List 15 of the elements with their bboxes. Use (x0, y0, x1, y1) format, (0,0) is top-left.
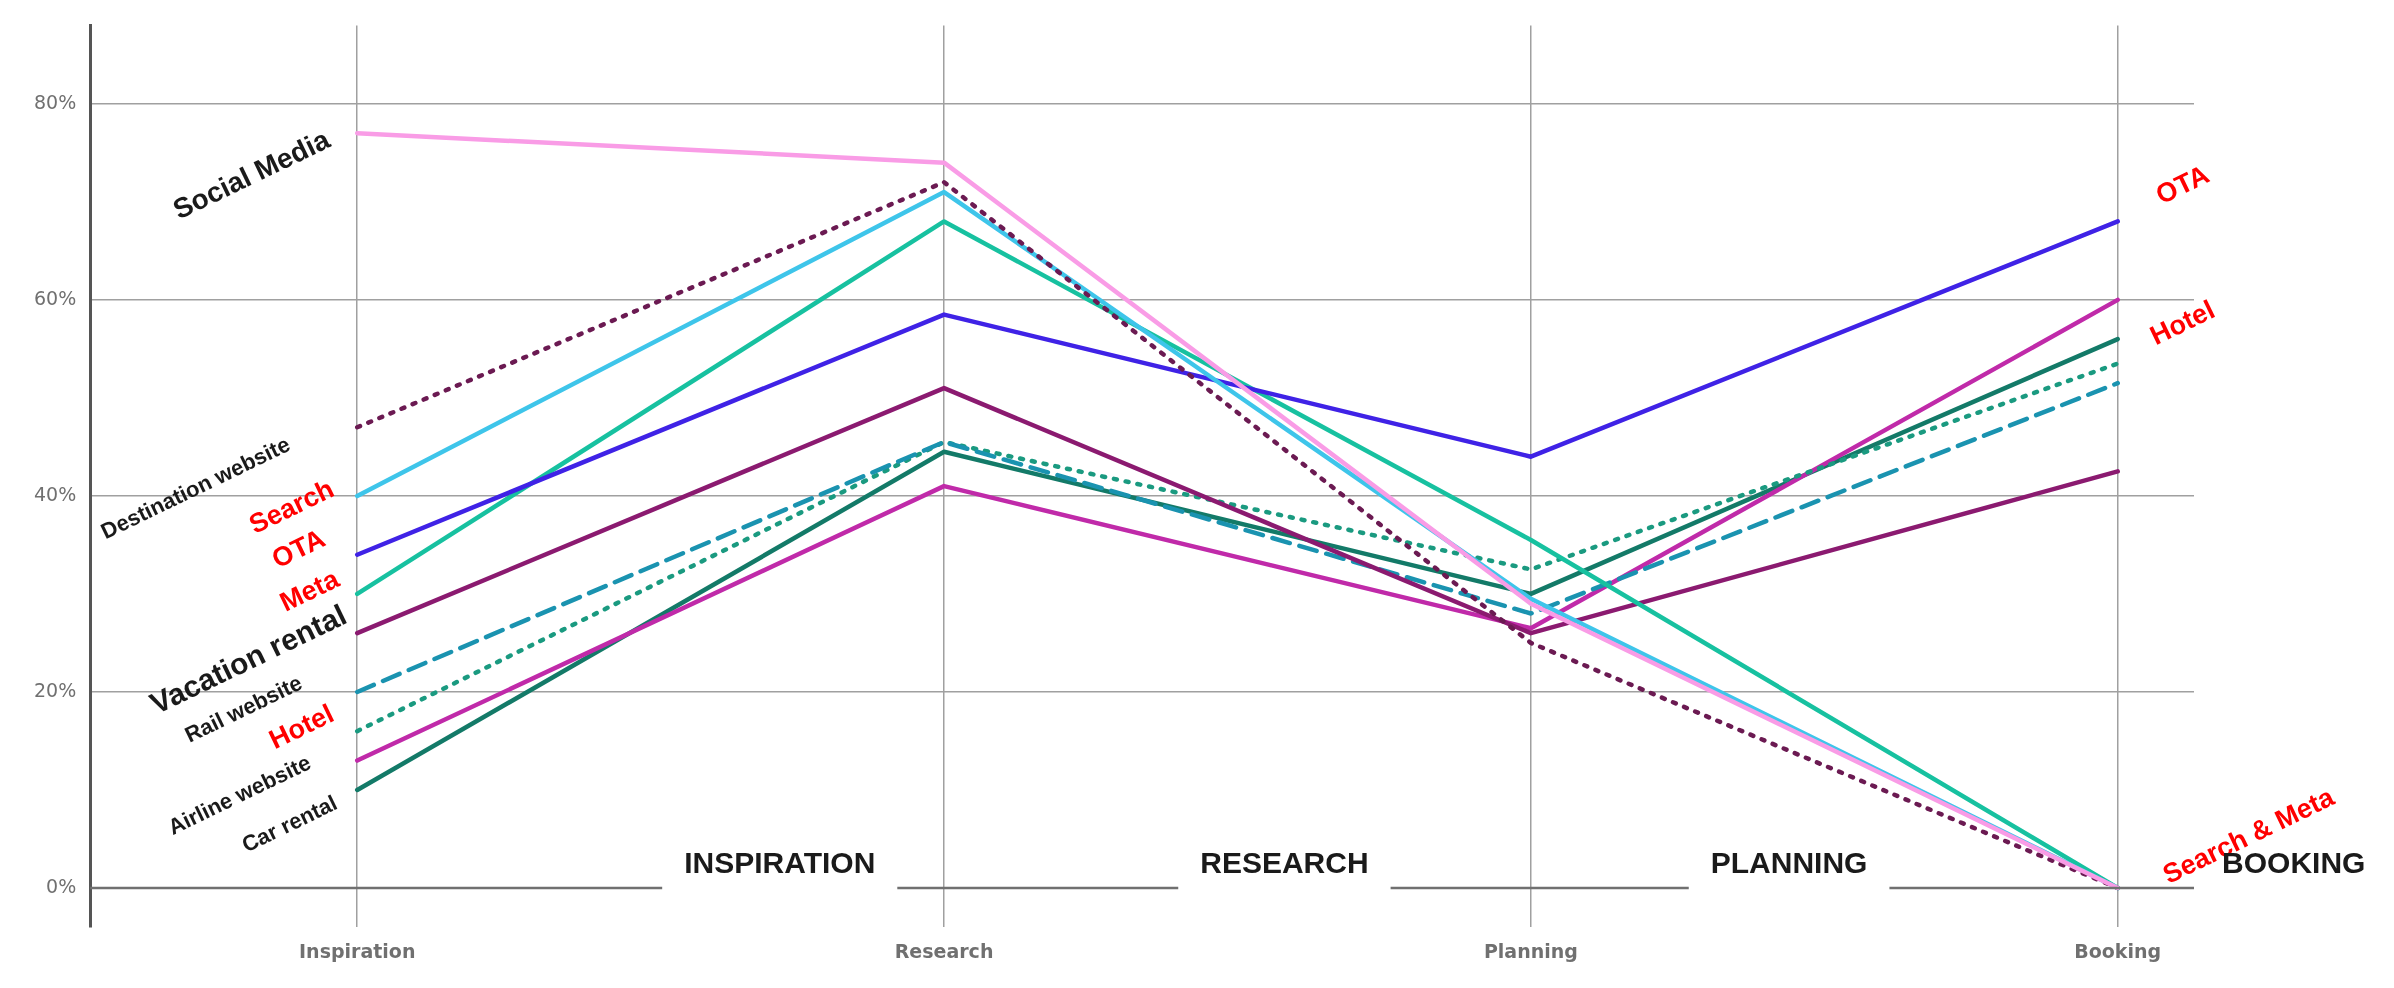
x-tick-label: Inspiration (299, 939, 416, 962)
x-tick-label: Booking (2074, 939, 2162, 962)
x-tick-label: Research (894, 939, 994, 962)
x-tick-label: Planning (1483, 939, 1578, 962)
y-tick-label: 60% (34, 286, 77, 309)
y-tick-label: 20% (34, 678, 77, 701)
y-tick-label: 40% (34, 482, 77, 505)
y-tick-label: 80% (34, 90, 77, 113)
annotation: INSPIRATION (684, 846, 876, 880)
line-series (354, 361, 2120, 734)
y-tick-label: 0% (46, 874, 77, 897)
annotation: PLANNING (1710, 846, 1868, 880)
annotation: RESEARCH (1200, 846, 1369, 880)
line-series (354, 380, 2120, 695)
annotation: OTA (2151, 159, 2214, 211)
